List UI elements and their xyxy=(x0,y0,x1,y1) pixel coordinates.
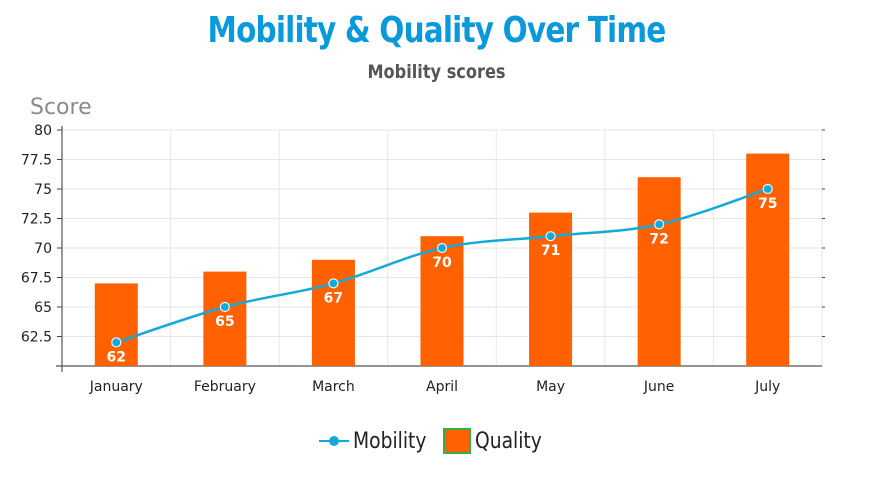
point-mobility-january xyxy=(111,337,122,348)
y-tick-label: 75 xyxy=(34,182,52,198)
y-axis-label: Score xyxy=(30,95,92,120)
y-tick-label: 77.5 xyxy=(21,153,52,169)
bar-february xyxy=(203,271,247,366)
legend-line-swatch xyxy=(318,433,349,449)
data-label-mobility: 65 xyxy=(215,314,234,330)
y-tick-label: 62.5 xyxy=(21,330,52,346)
legend-bar-swatch xyxy=(443,428,472,454)
data-label-mobility: 62 xyxy=(107,349,126,365)
legend-item-mobility[interactable]: Mobility xyxy=(318,428,439,454)
chart-subtitle: Mobility scores xyxy=(367,61,506,83)
y-tick-label: 72.5 xyxy=(21,212,52,228)
point-mobility-february xyxy=(219,301,230,313)
bar-june xyxy=(637,177,681,366)
x-tick-label: July xyxy=(754,379,780,395)
y-tick-label: 70 xyxy=(34,241,52,257)
point-mobility-april xyxy=(436,242,448,254)
point-mobility-march xyxy=(328,278,339,289)
point-mobility-june xyxy=(654,219,665,230)
chart-title: Mobility & Quality Over Time xyxy=(207,10,667,51)
y-tick-label: 65 xyxy=(34,300,52,316)
x-tick-label: June xyxy=(643,379,675,395)
x-tick-label: May xyxy=(536,379,565,395)
legend: Mobility Quality xyxy=(0,428,873,454)
legend-label-quality: Quality xyxy=(475,428,543,454)
y-tick-label: 67.5 xyxy=(21,271,52,287)
x-tick-label: February xyxy=(194,379,256,395)
bar-march xyxy=(311,259,355,366)
point-mobility-may xyxy=(545,231,556,242)
data-label-mobility: 67 xyxy=(324,290,343,306)
data-label-mobility: 71 xyxy=(541,243,560,259)
data-label-mobility: 75 xyxy=(758,196,777,212)
x-tick-label: April xyxy=(426,379,458,395)
data-label-mobility: 70 xyxy=(432,255,452,271)
legend-item-quality[interactable]: Quality xyxy=(443,428,554,454)
point-mobility-july xyxy=(762,183,773,195)
x-tick-label: March xyxy=(312,379,355,395)
x-tick-label: January xyxy=(89,379,143,395)
bar-january xyxy=(94,283,138,366)
data-label-mobility: 72 xyxy=(649,231,668,247)
y-tick-label: 80 xyxy=(34,123,52,139)
legend-label-mobility: Mobility xyxy=(352,428,427,454)
bar-april xyxy=(420,236,464,366)
